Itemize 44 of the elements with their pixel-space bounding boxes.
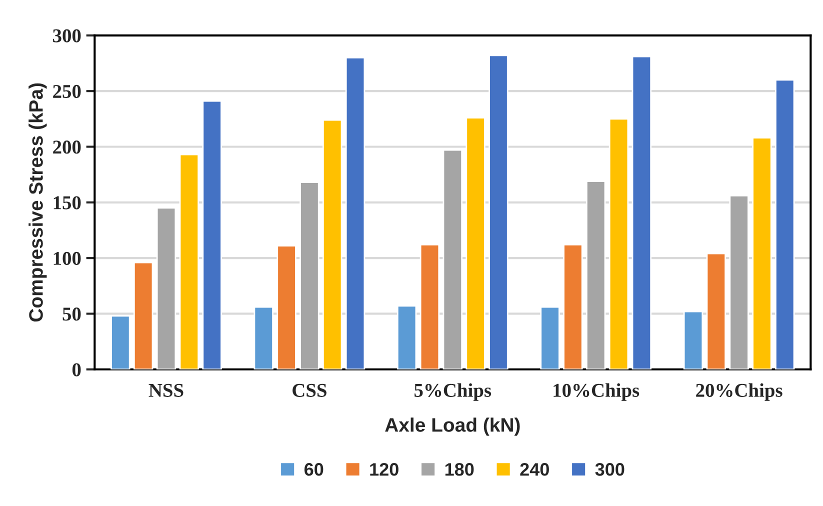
bar <box>396 305 417 370</box>
bar <box>133 262 154 370</box>
bar <box>110 315 130 370</box>
bar <box>322 119 342 370</box>
y-tick-label: 50 <box>62 308 81 321</box>
bar <box>156 207 176 370</box>
bar <box>540 306 560 370</box>
y-tick-label: 300 <box>53 29 81 42</box>
bar <box>276 245 296 370</box>
bar <box>632 56 652 370</box>
y-tick-label: 200 <box>53 140 81 154</box>
legend-label: 180 <box>445 463 474 476</box>
bar <box>488 54 508 370</box>
bar <box>706 252 726 370</box>
bar <box>563 244 583 370</box>
bar <box>179 154 200 370</box>
bar <box>775 79 795 370</box>
x-tick-label: 10%Chips <box>554 383 640 401</box>
x-tick-label: 20%Chips <box>696 383 782 401</box>
bar <box>420 244 440 370</box>
legend-label: 120 <box>370 463 398 476</box>
bar <box>442 149 463 370</box>
y-tick-label: 100 <box>54 252 81 265</box>
y-axis-title: Compressive Stress (kPa) <box>28 83 47 322</box>
x-tick-label: CSS <box>292 384 326 397</box>
bar <box>683 310 704 370</box>
legend-label: 240 <box>520 463 549 476</box>
y-tick-label: 0 <box>72 363 81 376</box>
legend-label: 60 <box>304 463 324 476</box>
bar <box>254 306 274 370</box>
bar <box>466 117 486 370</box>
bar <box>202 100 222 370</box>
bar <box>586 180 606 370</box>
bar <box>729 195 749 370</box>
bar <box>752 137 772 370</box>
bar <box>345 56 366 370</box>
x-axis-title: Axle Load (kN) <box>385 418 520 436</box>
y-tick-label: 250 <box>53 84 81 98</box>
y-tick-label: 150 <box>54 196 81 210</box>
bar <box>300 182 320 370</box>
bar <box>608 118 629 370</box>
legend-label: 300 <box>595 463 624 476</box>
x-tick-label: NSS <box>148 384 184 397</box>
x-tick-label: 5%Chips <box>414 383 492 401</box>
